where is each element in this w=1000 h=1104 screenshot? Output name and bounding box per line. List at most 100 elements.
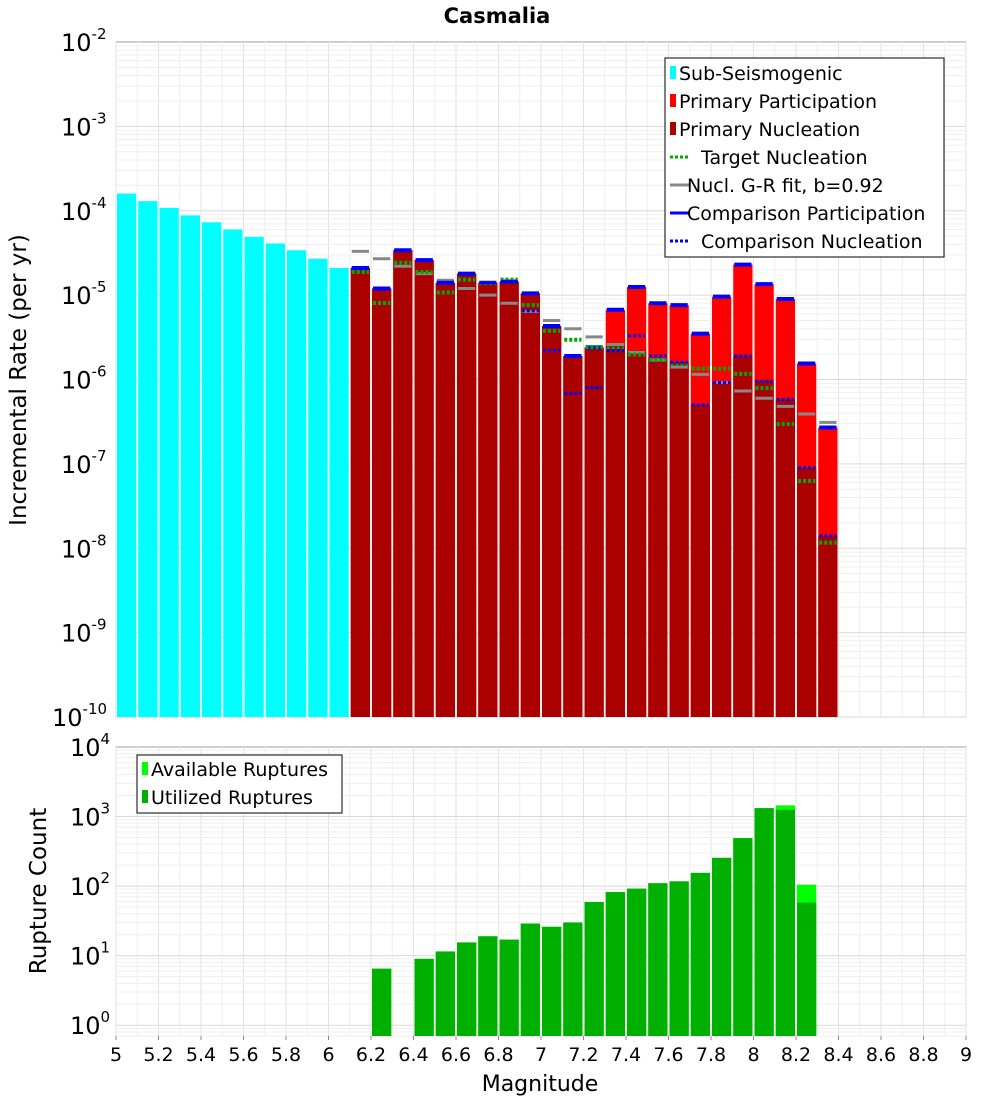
top-y-tick-label: 10-10: [52, 700, 107, 732]
sub-seismogenic-bar: [287, 250, 307, 717]
top-y-axis-label: Incremental Rate (per yr): [6, 234, 32, 526]
utilized-ruptures-bar: [669, 881, 689, 1036]
x-tick-label: 7.2: [568, 1044, 598, 1066]
primary-nucleation-bar: [797, 467, 817, 717]
top-legend-label: Comparison Nucleation: [701, 231, 923, 253]
bottom-legend-box: [136, 754, 343, 814]
primary-nucleation-bar: [457, 273, 477, 717]
top-y-tick-base: 10: [61, 198, 92, 226]
x-tick-label: 5.4: [186, 1044, 216, 1066]
utilized-ruptures-bar: [733, 838, 753, 1036]
top-y-tick-label: 10-7: [61, 447, 107, 479]
top-legend-label: Sub-Seismogenic: [679, 63, 843, 85]
x-tick-label: 6.4: [398, 1044, 428, 1066]
top-marks: [351, 248, 837, 545]
primary-nucleation-bar: [648, 357, 668, 717]
x-tick-label: 7.4: [611, 1044, 641, 1066]
utilized-ruptures-bar: [627, 888, 647, 1036]
primary-nucleation-bar: [350, 267, 370, 717]
primary-nucleation-bar: [690, 404, 710, 717]
primary-nucleation-bar: [478, 282, 498, 717]
bottom-grid: [115, 747, 967, 1037]
sub-seismogenic-bar: [223, 229, 243, 717]
top-legend-label: Target Nucleation: [700, 147, 868, 169]
top-y-tick-exponent: -8: [92, 531, 107, 549]
top-y-tick-exponent: -6: [92, 363, 107, 381]
top-legend-label: Primary Nucleation: [679, 119, 860, 141]
top-y-tick-base: 10: [61, 282, 92, 310]
top-legend-label: Comparison Participation: [687, 203, 925, 225]
sub-seismogenic-bar: [138, 201, 158, 717]
x-ticks: 5 5.2 5.4 5.6 5.8 6 6.2 6.4 6.6 6.8 7 7.2 7.4 7.6 7.8 8…: [110, 1036, 972, 1066]
top-y-tick-base: 10: [61, 620, 92, 648]
primary-nucleation-bar: [627, 350, 647, 717]
primary-nucleation-bar: [435, 282, 455, 717]
bottom-y-tick-base: 10: [70, 943, 101, 971]
top-y-tick-exponent: -3: [92, 109, 107, 127]
primary-nucleation-bar: [712, 381, 732, 717]
bottom-y-tick-base: 10: [70, 804, 101, 832]
top-y-tick-label: 10-4: [61, 194, 107, 226]
top-y-tick-label: 10-3: [61, 109, 107, 141]
primary-nucleation-bar: [372, 288, 392, 717]
bottom-y-tick-label: 104: [70, 730, 110, 762]
x-tick-label: 5.2: [143, 1044, 173, 1066]
top-y-tick-label: 10-9: [61, 616, 107, 648]
sub-seismogenic-bar: [244, 236, 264, 717]
sub-seismogenic-bar: [308, 258, 328, 717]
x-tick-label: 6.6: [441, 1044, 471, 1066]
utilized-ruptures-bar: [775, 809, 795, 1036]
top-legend-swatch: [670, 94, 676, 107]
top-y-tick-base: 10: [61, 451, 92, 479]
x-tick-label: 5.8: [271, 1044, 301, 1066]
utilized-ruptures-bar: [478, 936, 498, 1036]
top-legend-box: [664, 57, 945, 258]
top-y-tick-exponent: -9: [92, 616, 107, 634]
utilized-ruptures-bar: [584, 902, 604, 1036]
x-tick-label: 7.6: [653, 1044, 683, 1066]
x-axis-label: Magnitude: [482, 1072, 599, 1097]
bottom-y-tick-exponent: 1: [101, 939, 111, 957]
top-legend-label: Primary Participation: [679, 91, 877, 113]
utilized-ruptures-bar: [520, 923, 540, 1036]
top-legend-swatch: [670, 66, 676, 79]
bottom-y-tick-label: 103: [70, 800, 110, 832]
x-tick-label: 5.6: [228, 1044, 258, 1066]
primary-nucleation-bar: [669, 362, 689, 717]
utilized-ruptures-bar: [690, 872, 710, 1036]
sub-seismogenic-bar: [180, 215, 200, 717]
bottom-legend-swatch: [142, 790, 148, 803]
bottom-y-tick-base: 10: [70, 734, 101, 762]
primary-nucleation-bar: [818, 535, 838, 717]
x-tick-label: 6: [322, 1044, 334, 1066]
x-tick-label: 8: [747, 1044, 759, 1066]
top-legend-label: Nucl. G-R fit, b=0.92: [687, 175, 884, 197]
bottom-y-tick-exponent: 0: [101, 1008, 111, 1026]
utilized-ruptures-bar: [754, 808, 774, 1036]
bottom-legend-label: Utilized Ruptures: [151, 787, 313, 809]
primary-nucleation-bar: [775, 399, 795, 717]
primary-nucleation-bar: [733, 355, 753, 717]
primary-nucleation-bar: [393, 250, 413, 717]
top-legend-swatch: [670, 122, 676, 135]
top-y-tick-label: 10-2: [61, 25, 107, 57]
chart-title: Casmalia: [444, 4, 551, 28]
bottom-y-tick-base: 10: [70, 1012, 101, 1040]
top-y-tick-base: 10: [61, 113, 92, 141]
primary-nucleation-bar: [499, 281, 519, 717]
sub-seismogenic-bar: [265, 243, 285, 717]
utilized-ruptures-bar: [712, 857, 732, 1036]
x-tick-label: 7: [535, 1044, 547, 1066]
x-tick-label: 8.8: [908, 1044, 938, 1066]
primary-nucleation-bar: [414, 260, 434, 717]
utilized-ruptures-bar: [457, 942, 477, 1036]
utilized-ruptures-bar: [797, 902, 817, 1036]
top-y-tick-base: 10: [61, 535, 92, 563]
primary-nucleation-bar: [563, 355, 583, 717]
bottom-legend-swatch: [142, 762, 148, 775]
primary-nucleation-bar: [542, 326, 562, 717]
